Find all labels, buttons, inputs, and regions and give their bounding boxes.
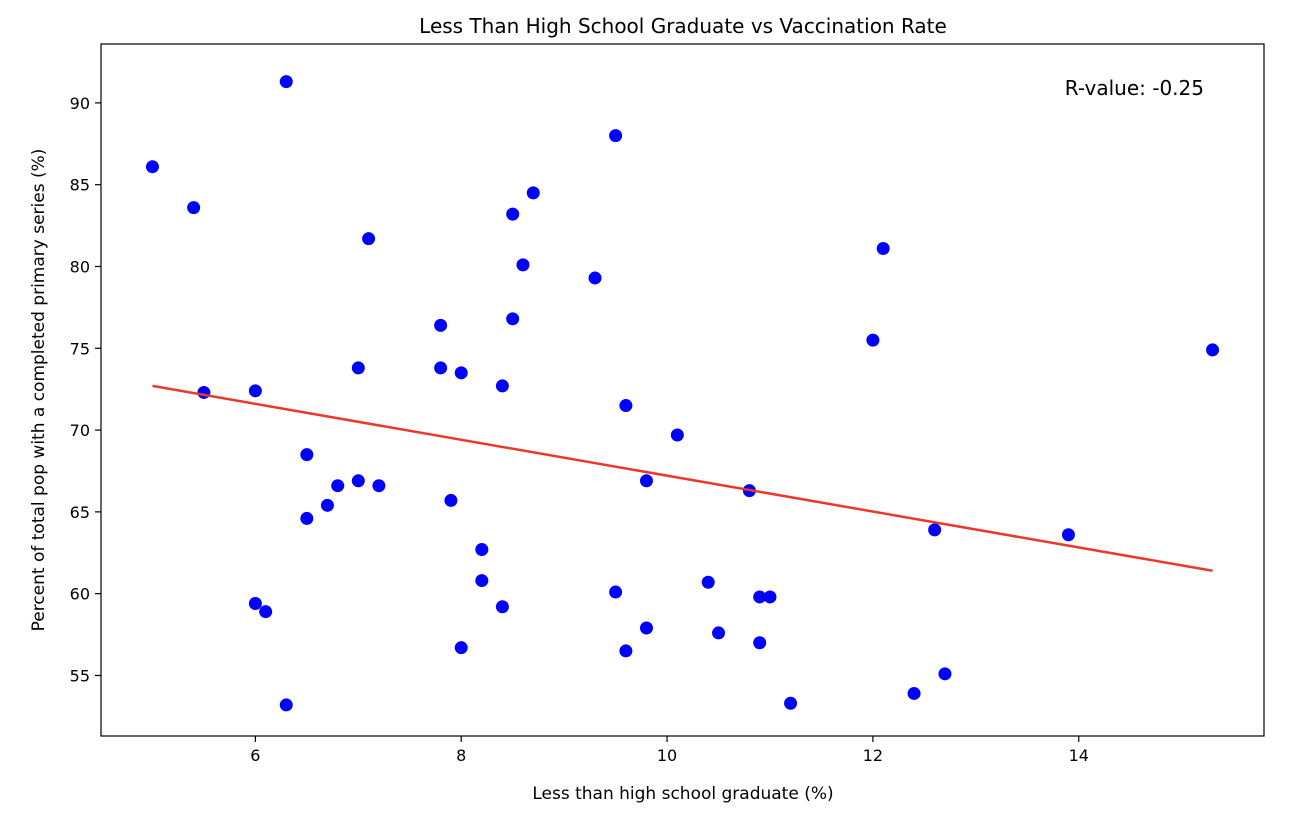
y-tick-label-3: 70 <box>70 421 90 440</box>
data-point-0 <box>145 160 159 174</box>
y-axis: 55 60 65 70 75 80 85 90 <box>70 94 101 685</box>
data-point-14 <box>362 232 376 246</box>
data-point-43 <box>784 696 798 710</box>
data-point-4 <box>248 596 262 610</box>
data-point-7 <box>279 698 293 712</box>
data-point-30 <box>609 129 623 143</box>
data-point-41 <box>753 636 767 650</box>
data-point-34 <box>639 474 653 488</box>
regression-line <box>152 384 1213 573</box>
data-point-16 <box>434 318 448 332</box>
data-point-49 <box>1061 528 1075 542</box>
data-point-37 <box>701 575 715 589</box>
data-point-22 <box>475 574 489 588</box>
data-point-19 <box>454 366 468 380</box>
data-point-20 <box>454 641 468 655</box>
data-point-8 <box>300 448 314 462</box>
data-point-25 <box>506 207 520 221</box>
data-point-23 <box>495 379 509 393</box>
data-point-21 <box>475 543 489 557</box>
plot-area <box>145 75 1220 712</box>
chart-title: Less Than High School Graduate vs Vaccin… <box>419 14 947 38</box>
x-tick-label-3: 12 <box>863 746 883 765</box>
data-point-28 <box>526 186 540 200</box>
x-tick-label-0: 6 <box>250 746 260 765</box>
data-point-3 <box>248 384 262 398</box>
y-tick-label-4: 75 <box>70 339 90 358</box>
data-point-27 <box>516 258 530 272</box>
data-point-29 <box>588 271 602 285</box>
y-tick-label-0: 55 <box>70 666 90 685</box>
x-tick-label-2: 10 <box>657 746 677 765</box>
data-point-11 <box>331 479 345 493</box>
data-point-2 <box>197 385 211 399</box>
data-point-1 <box>187 201 201 215</box>
data-point-32 <box>619 399 633 413</box>
data-point-33 <box>619 644 633 658</box>
r-value-annotation: R-value: -0.25 <box>1065 76 1204 100</box>
data-point-48 <box>938 667 952 681</box>
y-tick-label-7: 90 <box>70 94 90 113</box>
x-axis-label: Less than high school graduate (%) <box>532 784 833 804</box>
data-point-18 <box>444 493 458 507</box>
data-point-24 <box>495 600 509 614</box>
data-point-13 <box>351 474 365 488</box>
x-tick-label-1: 8 <box>456 746 466 765</box>
x-tick-label-4: 14 <box>1069 746 1089 765</box>
data-point-26 <box>506 312 520 326</box>
data-point-46 <box>907 686 921 700</box>
data-point-45 <box>876 241 890 255</box>
data-point-17 <box>434 361 448 375</box>
data-point-40 <box>753 590 767 604</box>
data-point-5 <box>259 605 273 619</box>
data-point-44 <box>866 333 880 347</box>
plot-frame <box>100 43 1265 737</box>
y-tick-label-6: 85 <box>70 176 90 195</box>
data-point-9 <box>300 511 314 525</box>
data-point-47 <box>928 523 942 537</box>
y-tick-label-1: 60 <box>70 585 90 604</box>
data-point-12 <box>351 361 365 375</box>
data-point-10 <box>320 498 334 512</box>
data-point-15 <box>372 479 386 493</box>
data-point-6 <box>279 75 293 89</box>
y-tick-label-5: 80 <box>70 257 90 276</box>
x-axis: 6 8 10 12 14 <box>250 736 1089 765</box>
y-axis-label: Percent of total pop with a completed pr… <box>29 149 49 632</box>
data-point-31 <box>609 585 623 599</box>
data-point-38 <box>712 626 726 640</box>
data-point-50 <box>1206 343 1220 357</box>
y-tick-label-2: 65 <box>70 503 90 522</box>
data-point-35 <box>639 621 653 635</box>
data-point-42 <box>763 590 777 604</box>
data-point-36 <box>670 428 684 442</box>
